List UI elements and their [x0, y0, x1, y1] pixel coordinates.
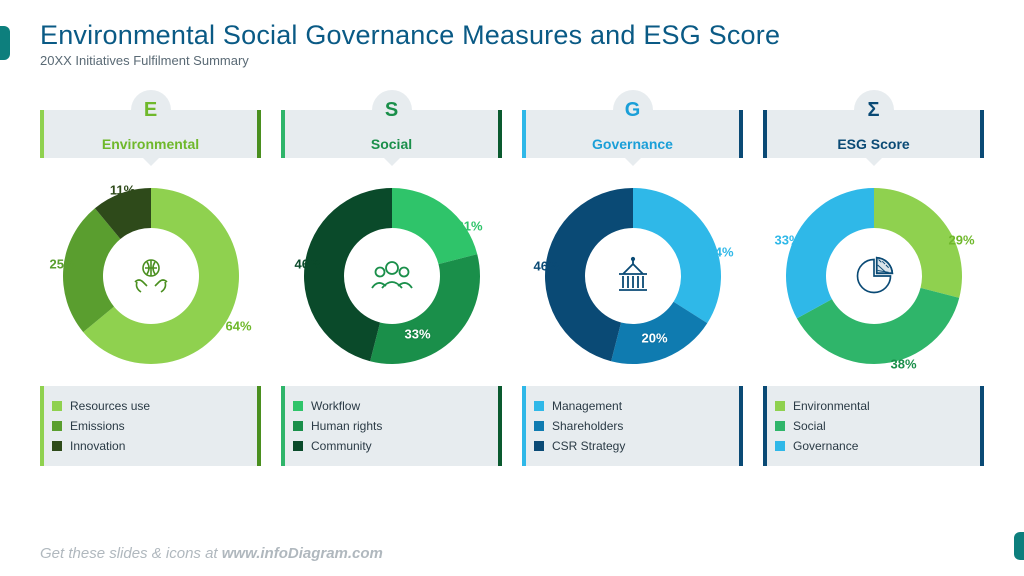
legend-item: Workflow	[293, 396, 490, 416]
slice-label: 64%	[225, 319, 251, 334]
legend-label: Innovation	[70, 439, 125, 453]
column-environmental: E Environmental 64%25%11%Resources useEm…	[40, 90, 261, 466]
legend-swatch	[52, 421, 62, 431]
pillar-label: ESG Score	[837, 136, 909, 152]
legend-swatch	[52, 401, 62, 411]
pillar-label: Governance	[592, 136, 673, 152]
donut-chart: 29%38%33%	[784, 186, 964, 366]
legend-label: Human rights	[311, 419, 382, 433]
legend-item: CSR Strategy	[534, 436, 731, 456]
legend-item: Innovation	[52, 436, 249, 456]
donut-chart: 21%33%46%	[302, 186, 482, 366]
page-title: Environmental Social Governance Measures…	[40, 20, 984, 51]
legend-item: Shareholders	[534, 416, 731, 436]
pillar-tab: S Social	[281, 90, 502, 162]
column-esg-score: Σ ESG Score 29%38%33%EnvironmentalSocial…	[763, 90, 984, 466]
donut-chart: 64%25%11%	[61, 186, 241, 366]
pillar-letter-badge: G	[613, 90, 653, 130]
legend-item: Governance	[775, 436, 972, 456]
legend: Management Shareholders CSR Strategy	[522, 386, 743, 466]
legend-swatch	[534, 421, 544, 431]
legend-swatch	[293, 421, 303, 431]
legend-swatch	[52, 441, 62, 451]
legend-item: Resources use	[52, 396, 249, 416]
pillar-letter: Σ	[867, 99, 879, 122]
footer-prefix: Get these slides & icons at	[40, 545, 222, 562]
page-subtitle: 20XX Initiatives Fulfilment Summary	[40, 53, 984, 68]
pie-icon	[829, 231, 919, 321]
legend-swatch	[775, 421, 785, 431]
legend-label: Governance	[793, 439, 858, 453]
pillar-tab: Σ ESG Score	[763, 90, 984, 162]
right-edge-accent	[1014, 532, 1024, 560]
column-social: S Social 21% 33% 46% Workflow Human rights Co…	[281, 90, 502, 466]
tab-arrow-icon	[623, 156, 643, 166]
people-icon	[347, 231, 437, 321]
pillar-letter-badge: E	[131, 90, 171, 130]
slice-label: 29%	[948, 233, 974, 248]
legend-item: Human rights	[293, 416, 490, 436]
legend-swatch	[775, 401, 785, 411]
footer-link: www.infoDiagram.com	[222, 545, 383, 562]
legend-swatch	[293, 401, 303, 411]
slice-label: 11%	[110, 183, 135, 198]
legend-label: Management	[552, 399, 622, 413]
pillar-label: Environmental	[102, 136, 199, 152]
building-icon	[588, 231, 678, 321]
slice-label: 33%	[404, 327, 430, 342]
pillar-letter: E	[144, 99, 157, 122]
tab-arrow-icon	[382, 156, 402, 166]
slice-label: 25%	[49, 257, 75, 272]
legend-label: Social	[793, 419, 826, 433]
legend-label: Shareholders	[552, 419, 623, 433]
columns-container: E Environmental 64%25%11%Resources useEm…	[0, 76, 1024, 466]
column-governance: G Governance 34%20%46%ManagementSharehol…	[522, 90, 743, 466]
pillar-letter-badge: Σ	[854, 90, 894, 130]
legend-label: Workflow	[311, 399, 360, 413]
legend-swatch	[293, 441, 303, 451]
legend-swatch	[534, 401, 544, 411]
legend-label: CSR Strategy	[552, 439, 625, 453]
pillar-letter: G	[625, 99, 641, 122]
pillar-letter-badge: S	[372, 90, 412, 130]
slice-label: 46%	[533, 259, 559, 274]
pillar-label: Social	[371, 136, 412, 152]
legend-item: Community	[293, 436, 490, 456]
legend-swatch	[775, 441, 785, 451]
slice-label: 20%	[641, 331, 667, 346]
header: Environmental Social Governance Measures…	[0, 0, 1024, 76]
legend: Workflow Human rights Community	[281, 386, 502, 466]
tab-arrow-icon	[141, 156, 161, 166]
slice-label: 38%	[890, 357, 916, 372]
slice-label: 34%	[707, 245, 733, 260]
hands-globe-icon	[106, 231, 196, 321]
slice-label: 33%	[774, 233, 800, 248]
legend-label: Emissions	[70, 419, 125, 433]
legend-label: Community	[311, 439, 372, 453]
legend-label: Resources use	[70, 399, 150, 413]
tab-arrow-icon	[864, 156, 884, 166]
donut-chart: 34%20%46%	[543, 186, 723, 366]
legend-label: Environmental	[793, 399, 870, 413]
pillar-tab: G Governance	[522, 90, 743, 162]
legend-item: Management	[534, 396, 731, 416]
legend-item: Social	[775, 416, 972, 436]
slice-label: 21%	[456, 219, 482, 234]
pillar-letter: S	[385, 99, 398, 122]
left-edge-accent	[0, 26, 10, 60]
pillar-tab: E Environmental	[40, 90, 261, 162]
legend-swatch	[534, 441, 544, 451]
footer-attribution: Get these slides & icons at www.infoDiag…	[40, 545, 383, 562]
slice-label: 46%	[294, 257, 320, 272]
legend-item: Environmental	[775, 396, 972, 416]
legend-item: Emissions	[52, 416, 249, 436]
legend: Environmental Social Governance	[763, 386, 984, 466]
legend: Resources use Emissions Innovation	[40, 386, 261, 466]
